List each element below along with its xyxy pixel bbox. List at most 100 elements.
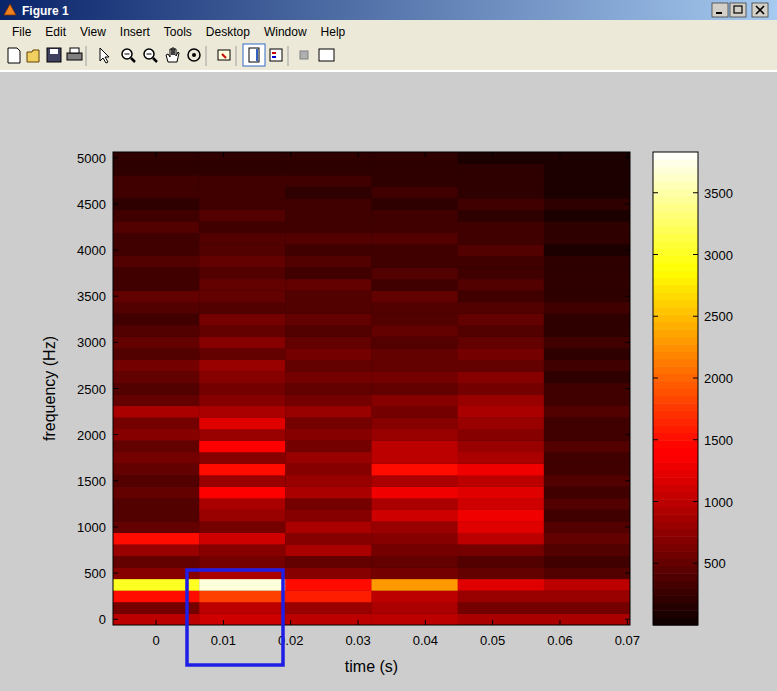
heatmap-cell (458, 429, 544, 441)
heatmap-cell (458, 337, 544, 349)
heatmap-cell (458, 314, 544, 326)
menu-item[interactable]: View (80, 25, 106, 39)
toolbar-button[interactable] (144, 49, 157, 62)
menu-item[interactable]: File (12, 25, 32, 39)
colorbar-swatch (653, 255, 698, 263)
heatmap-cell (372, 360, 458, 372)
title-bar (0, 0, 777, 20)
heatmap-cell (458, 556, 544, 568)
colorbar-swatch (653, 455, 698, 463)
heatmap-cell (113, 417, 199, 429)
heatmap-cell (199, 348, 285, 360)
colorbar-tick (653, 378, 658, 379)
heatmap-cell (113, 510, 199, 522)
x-tick-label: 0.01 (211, 633, 236, 648)
heatmap-cell (199, 256, 285, 268)
toolbar-button[interactable] (100, 48, 109, 63)
heatmap-cell (285, 337, 371, 349)
heatmap-cell (544, 302, 630, 314)
heatmap-cell (544, 198, 630, 210)
x-tick (223, 152, 224, 157)
heatmap-cell (199, 198, 285, 210)
menu-item[interactable]: Edit (45, 25, 66, 39)
heatmap-cell (113, 164, 199, 176)
heatmap-cell (372, 521, 458, 533)
toolbar-button[interactable] (166, 48, 179, 62)
heatmap-cell (372, 579, 458, 591)
heatmap-cell (285, 267, 371, 279)
heatmap-cell (372, 498, 458, 510)
colorbar-tick-label: 2000 (704, 371, 733, 386)
toolbar-button[interactable] (122, 49, 135, 62)
heatmap-cell (544, 348, 630, 360)
colorbar-swatch (653, 307, 698, 315)
toolbar-button[interactable] (243, 44, 265, 66)
menu-item[interactable]: Help (321, 25, 346, 39)
window-button[interactable] (712, 3, 728, 17)
toolbar-button[interactable] (67, 48, 82, 60)
x-tick (156, 152, 157, 157)
menu-item[interactable]: Desktop (206, 25, 250, 39)
heatmap-cell (285, 360, 371, 372)
heatmap-cell (544, 267, 630, 279)
heatmap-cell (544, 221, 630, 233)
window-button[interactable] (752, 3, 768, 17)
colorbar-swatch (653, 233, 698, 241)
glyph (27, 50, 39, 62)
colorbar-swatch (653, 226, 698, 234)
colorbar-swatch (653, 411, 698, 419)
heatmap-cell (372, 475, 458, 487)
y-tick (113, 203, 118, 204)
y-tick (113, 157, 118, 158)
heatmap-cell (458, 487, 544, 499)
heatmap-cell (544, 544, 630, 556)
colorbar-swatch (653, 219, 698, 227)
heatmap-cell (113, 290, 199, 302)
heatmap-cell (199, 533, 285, 545)
toolbar-button[interactable] (300, 51, 308, 59)
heatmap-cell (285, 544, 371, 556)
colorbar-swatch (653, 189, 698, 197)
plot-background (113, 152, 630, 625)
colorbar-swatch (653, 551, 698, 559)
menu-item[interactable]: Tools (164, 25, 192, 39)
heatmap-cell (372, 440, 458, 452)
heatmap-cell (199, 452, 285, 464)
glyph (319, 49, 334, 61)
heatmap-cell (199, 498, 285, 510)
x-axis-title: time (s) (345, 658, 398, 675)
toolbar-button[interactable] (270, 49, 282, 61)
heatmap-cell (544, 244, 630, 256)
heatmap-cell (372, 221, 458, 233)
glyph (192, 53, 196, 57)
toolbar-button[interactable] (8, 48, 20, 63)
x-tick (627, 152, 628, 157)
heatmap-cell (285, 256, 371, 268)
y-tick (113, 526, 118, 527)
menu-item[interactable]: Window (264, 25, 307, 39)
heatmap-cell (372, 429, 458, 441)
toolbar-button[interactable] (319, 49, 334, 61)
heatmap-cell (458, 567, 544, 579)
toolbar-button[interactable] (47, 48, 61, 62)
toolbar-button[interactable] (27, 50, 39, 62)
heatmap-cell (544, 233, 630, 245)
heatmap-cell (458, 302, 544, 314)
heatmap-cell (458, 533, 544, 545)
toolbar-button[interactable] (218, 50, 230, 60)
x-tick (223, 620, 224, 625)
menu-item[interactable]: Insert (120, 25, 151, 39)
heatmap-cell (458, 210, 544, 222)
colorbar-swatch (653, 507, 698, 515)
heatmap-cell (458, 440, 544, 452)
heatmap-cell (285, 152, 371, 164)
heatmap-cell (372, 394, 458, 406)
heatmap-cell (372, 279, 458, 291)
x-tick (627, 620, 628, 625)
toolbar-button[interactable] (188, 49, 200, 61)
window-button[interactable] (730, 3, 746, 17)
heatmap-cell (458, 325, 544, 337)
heatmap-cell (372, 487, 458, 499)
heatmap-cell (285, 383, 371, 395)
glyph (166, 48, 179, 62)
